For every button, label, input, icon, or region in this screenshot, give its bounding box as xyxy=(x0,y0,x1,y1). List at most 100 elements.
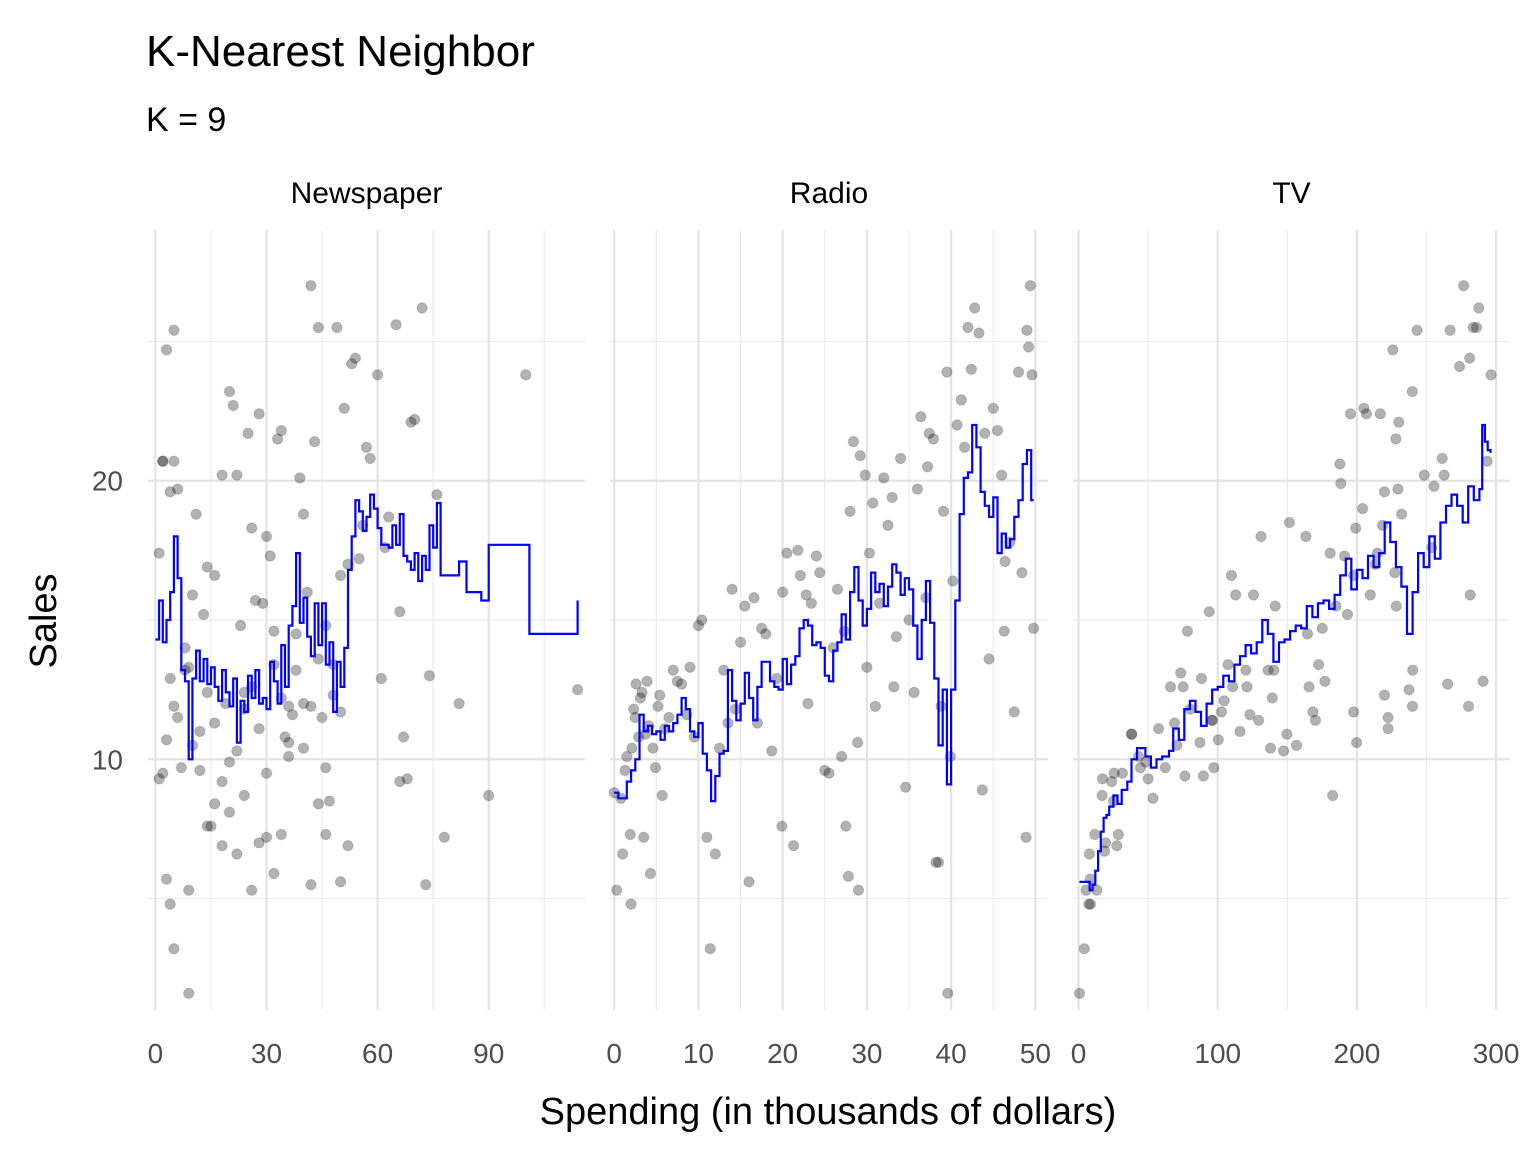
data-point xyxy=(1309,714,1322,726)
data-point xyxy=(294,472,306,484)
data-point xyxy=(867,497,879,509)
knn-fit-line xyxy=(155,493,579,761)
data-point xyxy=(338,402,350,414)
data-point xyxy=(1407,664,1419,676)
panel-radio: Radio 0 10 20 30 40 50 xyxy=(606,177,1051,1069)
facet-label: Newspaper xyxy=(291,177,443,210)
data-point xyxy=(947,575,959,587)
data-point xyxy=(334,569,347,582)
data-point xyxy=(842,870,855,882)
data-point xyxy=(242,427,254,440)
data-point xyxy=(1393,416,1405,428)
data-point xyxy=(1324,547,1336,559)
data-point xyxy=(297,508,310,520)
data-point xyxy=(1084,898,1097,910)
data-point xyxy=(935,700,947,713)
data-point xyxy=(216,839,228,852)
data-point xyxy=(201,561,213,573)
data-point xyxy=(208,798,221,810)
data-point xyxy=(1225,569,1238,582)
data-point xyxy=(941,366,953,378)
data-point xyxy=(349,352,362,364)
data-point xyxy=(969,302,981,314)
data-point xyxy=(1312,658,1325,671)
data-point xyxy=(626,742,638,754)
data-point xyxy=(1406,700,1419,713)
data-point xyxy=(1208,761,1220,774)
data-point xyxy=(760,628,772,640)
data-point xyxy=(168,324,180,336)
data-point xyxy=(1326,789,1339,802)
data-point xyxy=(1125,728,1138,740)
data-point xyxy=(1112,828,1125,841)
data-point xyxy=(958,441,971,453)
data-point xyxy=(973,327,985,339)
data-point xyxy=(360,441,373,453)
chart-title: K-Nearest Neighbor xyxy=(146,27,535,76)
data-point xyxy=(279,731,291,743)
data-point xyxy=(194,764,206,777)
facet-panels: Newspaper 0 30 60 90 Radio 0 10 20 30 40 50 TV 0 100 20… xyxy=(148,177,1520,1069)
data-point xyxy=(701,831,713,843)
data-point xyxy=(157,455,169,467)
data-point xyxy=(164,898,176,910)
data-point xyxy=(983,653,995,665)
data-point xyxy=(227,399,239,412)
data-point xyxy=(911,483,924,495)
data-point xyxy=(847,436,860,448)
data-point xyxy=(1240,664,1252,676)
data-point xyxy=(787,839,800,852)
data-point xyxy=(323,795,336,807)
data-point xyxy=(1387,344,1399,356)
data-point xyxy=(1099,837,1112,849)
data-point xyxy=(1349,522,1362,534)
data-point xyxy=(420,878,432,891)
data-point xyxy=(995,469,1008,481)
data-point xyxy=(1234,725,1246,738)
data-point xyxy=(1096,789,1108,802)
data-point xyxy=(1255,530,1267,543)
data-point xyxy=(1453,360,1466,373)
knn-fit-line xyxy=(614,423,1034,803)
x-tick-label: 50 xyxy=(1020,1038,1051,1069)
data-point xyxy=(316,711,328,724)
data-point xyxy=(1266,692,1278,704)
data-point xyxy=(305,280,317,292)
data-point xyxy=(1008,706,1021,718)
data-point xyxy=(878,472,890,484)
data-point xyxy=(286,709,299,721)
data-point xyxy=(1360,408,1373,420)
data-point xyxy=(886,491,898,504)
data-point xyxy=(1212,734,1224,746)
data-point xyxy=(1142,773,1154,785)
data-point xyxy=(1334,458,1346,470)
data-point xyxy=(1403,683,1415,696)
data-point xyxy=(223,385,236,398)
data-point xyxy=(1438,469,1450,481)
data-point xyxy=(852,884,865,896)
data-point xyxy=(375,672,388,685)
facet-label: Radio xyxy=(790,177,868,210)
data-point xyxy=(831,583,844,596)
data-point xyxy=(930,856,942,869)
data-point xyxy=(684,661,696,674)
data-point xyxy=(636,686,648,699)
data-point xyxy=(861,661,873,674)
data-point xyxy=(208,569,221,582)
data-point xyxy=(312,321,325,334)
data-point xyxy=(231,469,243,481)
data-point xyxy=(675,678,688,690)
data-point xyxy=(630,678,642,690)
data-point xyxy=(245,884,258,896)
data-point xyxy=(1364,589,1376,601)
data-point xyxy=(1406,385,1419,398)
y-axis-title: Sales xyxy=(23,573,65,668)
data-point xyxy=(320,828,332,841)
data-point xyxy=(1428,480,1440,492)
data-point xyxy=(1283,516,1296,529)
data-point xyxy=(183,661,195,674)
x-tick-label: 30 xyxy=(251,1038,282,1069)
data-point xyxy=(667,664,679,676)
data-point xyxy=(1319,675,1331,687)
data-point xyxy=(183,987,195,999)
